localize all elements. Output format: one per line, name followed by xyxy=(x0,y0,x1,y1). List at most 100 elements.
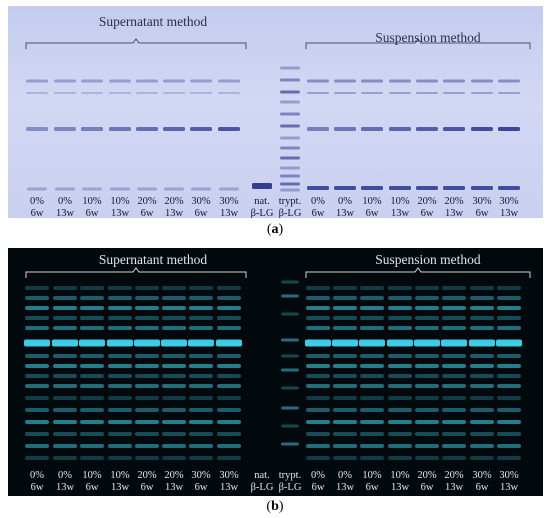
gel-band xyxy=(389,79,411,83)
lane-label-top: 30% xyxy=(191,470,211,481)
gel-band xyxy=(108,384,132,388)
lane-label: 0% 13w xyxy=(330,470,360,494)
gel-band xyxy=(217,316,241,320)
gel-band xyxy=(281,354,299,358)
gel-band xyxy=(188,339,214,347)
gel-band xyxy=(388,420,412,424)
group-bracket xyxy=(25,267,247,278)
gel-band xyxy=(109,79,131,83)
gel-band xyxy=(307,186,329,190)
gel-band xyxy=(470,316,494,320)
lane-label-bottom: 6w xyxy=(475,482,489,493)
gel-band xyxy=(280,188,300,192)
gel-band xyxy=(164,187,184,191)
gel-band xyxy=(333,316,357,320)
gel-band xyxy=(360,374,384,378)
gel-band xyxy=(217,408,241,412)
gel-band xyxy=(53,432,77,436)
gel-band xyxy=(334,186,356,190)
gel-band xyxy=(189,286,213,290)
gel-band xyxy=(25,316,49,320)
gel-band xyxy=(470,296,494,300)
gel-band xyxy=(26,92,48,94)
gel-band xyxy=(441,339,467,347)
gel-band xyxy=(53,286,77,290)
gel-band xyxy=(415,326,439,330)
gel-band xyxy=(135,432,159,436)
gel-band xyxy=(333,432,357,436)
gel-band xyxy=(442,354,466,358)
gel-band xyxy=(108,326,132,330)
gel-band xyxy=(217,326,241,330)
gel-band xyxy=(109,127,131,131)
gel-band xyxy=(360,316,384,320)
gel-band xyxy=(108,316,132,320)
lane-label: 30% 13w xyxy=(214,470,244,494)
gel-band xyxy=(189,354,213,358)
gel-band xyxy=(280,112,300,116)
gel-band xyxy=(53,384,77,388)
lane-label: 30% 13w xyxy=(214,196,244,218)
lane-label: 20% 13w xyxy=(159,196,189,218)
gel-band xyxy=(281,424,299,428)
gel-band xyxy=(360,408,384,412)
gel-band xyxy=(80,374,104,378)
lane-label-top: nat. xyxy=(254,196,270,207)
group-label-supernatant: Supernatant method xyxy=(98,14,208,29)
gel-band xyxy=(443,79,465,83)
gel-band xyxy=(25,326,49,330)
gel-band xyxy=(388,384,412,388)
lane-label: 20% 6w xyxy=(132,470,162,494)
lane-label-bottom: 6w xyxy=(85,208,99,218)
gel-band xyxy=(135,396,159,400)
gel-band xyxy=(497,420,521,424)
group-label-suspension: Suspension method xyxy=(375,252,481,267)
gel-image-a xyxy=(25,38,531,192)
gel-band xyxy=(498,127,520,131)
gel-band xyxy=(162,432,186,436)
lane-label-top: 0% xyxy=(30,470,44,481)
lane-label-bottom: 13w xyxy=(164,208,184,218)
gel-band xyxy=(53,396,77,400)
lane-label-bottom: β-LG xyxy=(250,208,274,218)
gel-band xyxy=(333,420,357,424)
gel-band xyxy=(360,306,384,310)
gel-band xyxy=(389,186,411,190)
gel-band xyxy=(360,456,384,460)
gel-band xyxy=(470,326,494,330)
gel-band xyxy=(306,306,330,310)
lane-label-bottom: 6w xyxy=(30,482,44,493)
gel-band xyxy=(306,354,330,358)
gel-band xyxy=(470,408,494,412)
lane-label-bottom: 13w xyxy=(335,208,355,218)
lane-label-top: 10% xyxy=(82,470,102,481)
gel-band xyxy=(470,432,494,436)
gel-band xyxy=(162,384,186,388)
lane-label: nat. β-LG xyxy=(247,470,277,494)
gel-band xyxy=(470,286,494,290)
lane-label-top: 20% xyxy=(417,470,437,481)
gel-band xyxy=(81,79,103,83)
gel-band xyxy=(24,339,50,347)
gel-band xyxy=(80,420,104,424)
gel-band xyxy=(470,374,494,378)
gel-band xyxy=(388,374,412,378)
gel-band xyxy=(217,286,241,290)
gel-band xyxy=(306,326,330,330)
gel-band xyxy=(415,420,439,424)
gel-band xyxy=(25,444,49,448)
gel-band xyxy=(280,156,300,160)
gel-band xyxy=(217,444,241,448)
gel-band xyxy=(305,339,331,347)
gel-band xyxy=(54,127,76,131)
gel-band xyxy=(497,384,521,388)
gel-band xyxy=(471,186,493,190)
lane-label-bottom: 6w xyxy=(365,482,379,493)
group-label-supernatant: Supernatant method xyxy=(98,252,208,267)
lane-label-bottom: 6w xyxy=(140,208,154,218)
gel-band xyxy=(162,396,186,400)
lane-label: 0% 13w xyxy=(50,470,80,494)
gel-band xyxy=(80,296,104,300)
lane-label-bottom: 6w xyxy=(85,482,99,493)
gel-band xyxy=(108,286,132,290)
